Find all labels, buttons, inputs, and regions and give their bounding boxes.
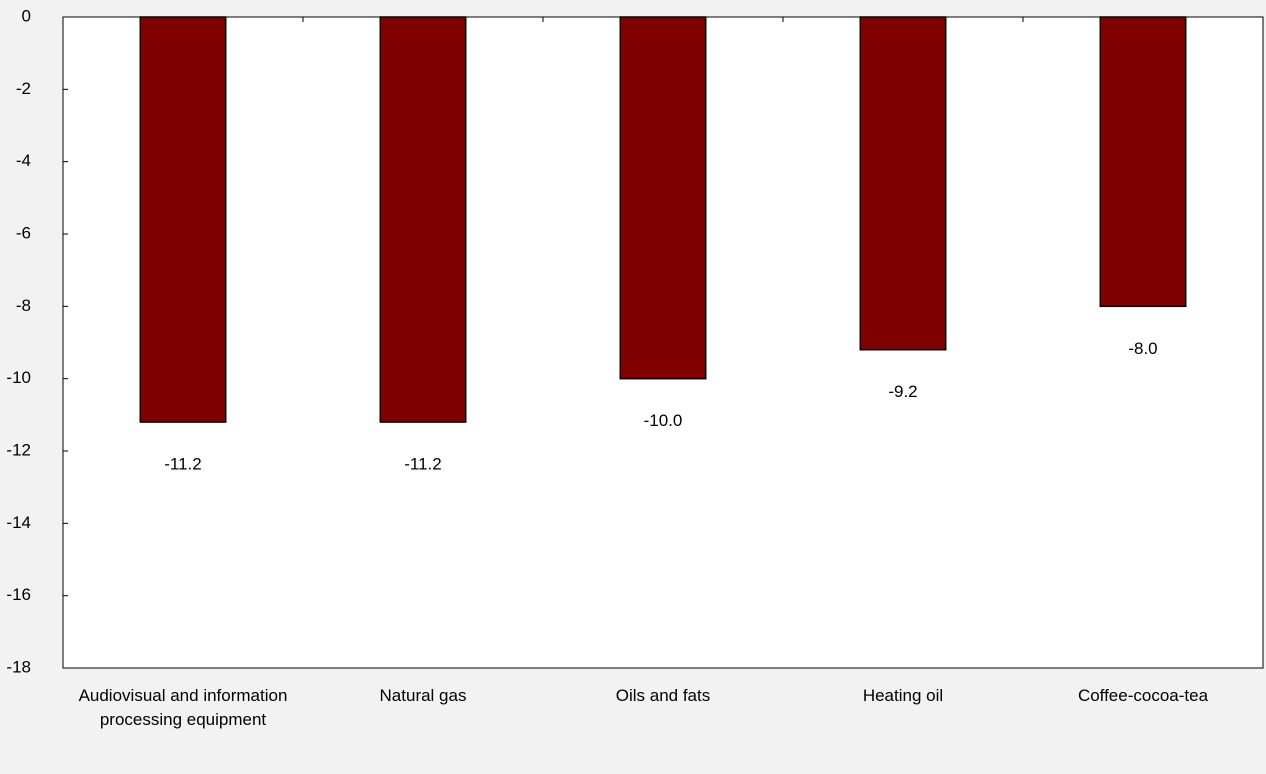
- x-tick-label: Coffee-cocoa-tea: [1077, 686, 1209, 705]
- bar: [619, 16, 707, 380]
- y-tick-label: -18: [6, 657, 31, 676]
- y-tick-label: -2: [16, 79, 31, 98]
- value-label: -11.2: [164, 455, 202, 474]
- bar: [1099, 16, 1187, 308]
- value-label: -10.0: [644, 411, 683, 430]
- x-tick-label: Natural gas: [379, 686, 467, 705]
- x-tick-label: Audiovisual and information processing e…: [78, 686, 288, 729]
- value-label: -9.2: [888, 382, 917, 401]
- bar: [379, 16, 467, 423]
- y-tick-label: -10: [6, 368, 31, 387]
- y-tick-label: 0: [22, 6, 31, 25]
- y-tick-label: -8: [16, 296, 31, 315]
- y-tick-label: -4: [16, 151, 31, 170]
- y-tick-label: -14: [6, 513, 31, 532]
- x-tick-label: Heating oil: [862, 686, 944, 705]
- value-label: -11.2: [404, 455, 442, 474]
- y-tick-label: -16: [6, 585, 31, 604]
- y-tick-label: -12: [6, 440, 31, 459]
- bar: [139, 16, 227, 423]
- bar: [859, 16, 947, 351]
- x-tick-label: Oils and fats: [615, 686, 711, 705]
- y-tick-label: -6: [16, 223, 31, 242]
- value-label: -8.0: [1128, 339, 1157, 358]
